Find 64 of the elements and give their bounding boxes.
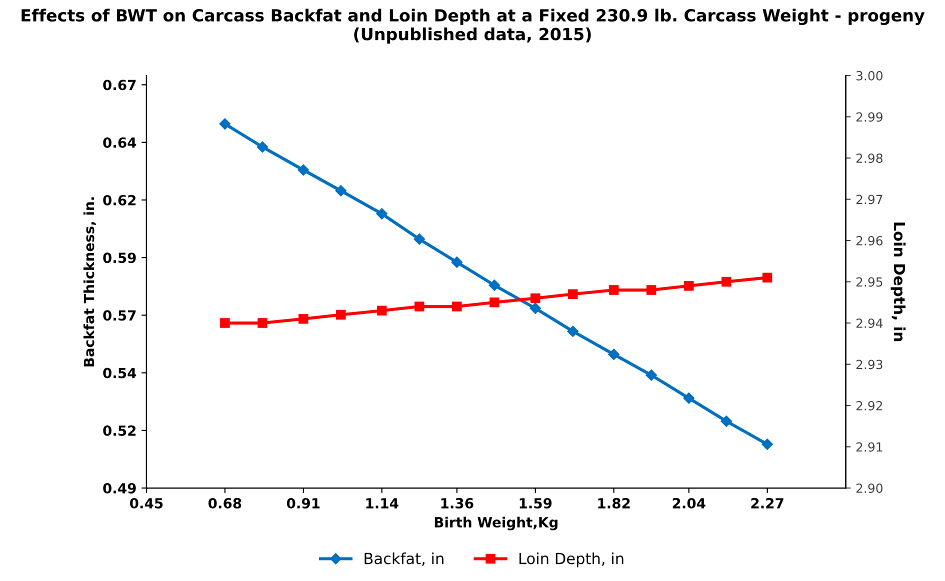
point: [414, 234, 425, 245]
y-tick-label: 0.49: [103, 483, 136, 494]
x-tick-label: 2.27: [751, 498, 784, 508]
y2-tick-label: 2.99: [856, 112, 882, 122]
legend-label: Loin Depth, in: [520, 552, 624, 568]
point: [335, 185, 347, 196]
y2-tick-label: 2.90: [856, 484, 882, 493]
point: [219, 118, 231, 130]
point: [488, 280, 500, 291]
point: [762, 438, 773, 450]
point: [646, 285, 656, 295]
point: [336, 310, 346, 320]
y-axis-title: Backfat Thickness, in.: [83, 197, 96, 366]
x-axis-title: Birth Weight,Kg: [434, 516, 558, 530]
y2-tick-label: 2.96: [856, 236, 883, 246]
point: [608, 285, 619, 295]
point: [722, 276, 732, 287]
y-tick-label: 0.52: [103, 425, 136, 436]
point: [451, 256, 462, 268]
legend-label: Backfat, in: [364, 552, 444, 566]
y-tick-label: 0.67: [103, 80, 136, 90]
chart-title: Effects of BWT on Carcass Backfat and Loin Depth at a Fixed 230.9 lb. Carcass Weight - progeny (Unpublished data, 2015): [22, 8, 925, 44]
x-tick-label: 1.36: [441, 498, 474, 509]
y-tick-label: 0.54: [103, 368, 136, 378]
x-tick-label: 2.04: [672, 498, 706, 509]
y-tick-label: 0.62: [103, 194, 136, 206]
point: [376, 306, 387, 316]
point: [452, 302, 462, 312]
point: [298, 314, 308, 324]
y2-axis-title: Loin Depth, in: [890, 222, 906, 342]
y2-tick-label: 2.95: [856, 277, 882, 287]
y2-tick-label: 2.92: [856, 401, 882, 410]
y2-tick-label: 2.97: [856, 194, 882, 204]
point: [298, 164, 309, 176]
x-tick-label: 0.91: [286, 498, 320, 509]
point: [683, 392, 694, 404]
x-tick-label: 1.14: [366, 498, 398, 508]
y2-tick-label: 2.98: [856, 154, 882, 163]
y-tick-label: 0.59: [103, 252, 136, 264]
point: [646, 370, 657, 381]
point: [256, 141, 268, 153]
y2-tick-label: 2.93: [856, 360, 882, 370]
y2-tick-label: 3.00: [856, 71, 882, 80]
point: [567, 326, 578, 337]
y2-tick-label: 2.94: [856, 318, 883, 328]
point: [530, 302, 541, 314]
y-tick-label: 0.57: [103, 310, 136, 321]
point: [568, 289, 578, 300]
x-tick-label: 0.45: [130, 498, 163, 509]
point: [220, 318, 230, 328]
x-tick-label: 1.82: [598, 498, 630, 509]
y-tick-label: 0.64: [103, 137, 136, 148]
point: [414, 302, 424, 312]
point: [762, 272, 772, 283]
point: [684, 281, 694, 291]
point: [720, 416, 732, 427]
point: [530, 293, 540, 304]
x-tick-label: 0.68: [208, 498, 242, 509]
point: [258, 318, 268, 328]
x-tick-label: 1.59: [520, 498, 552, 509]
y2-tick-label: 2.91: [856, 442, 882, 452]
point: [490, 298, 500, 308]
point: [608, 348, 620, 360]
point: [376, 208, 388, 220]
